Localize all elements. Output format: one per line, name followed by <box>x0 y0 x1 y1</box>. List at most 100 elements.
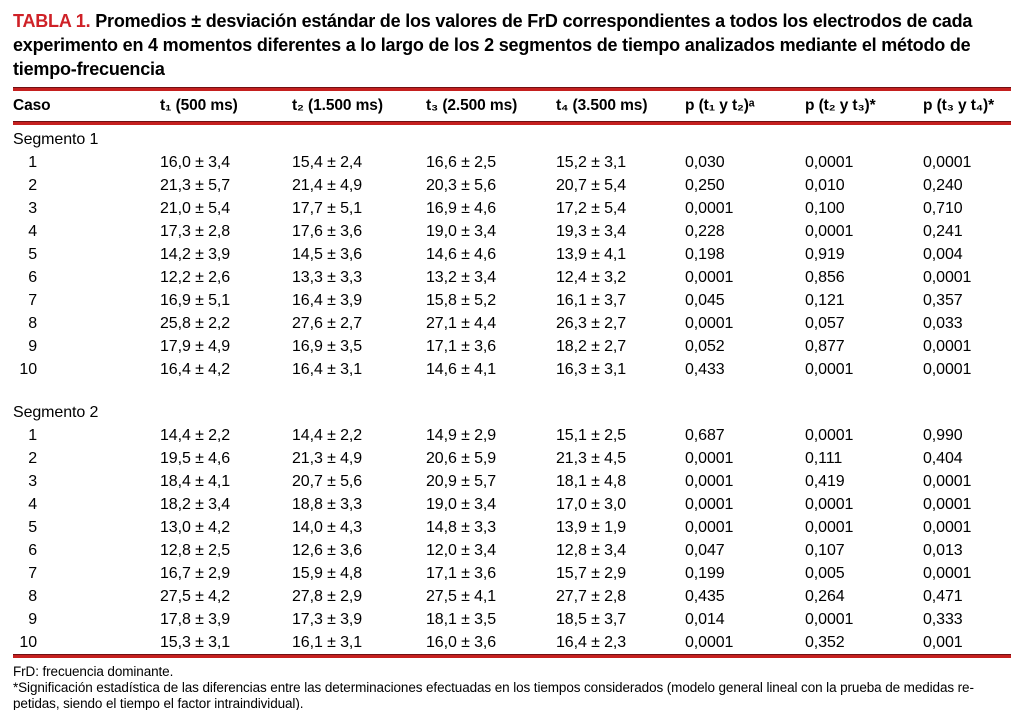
cell-p-t1-t2: 0,0001 <box>685 268 734 286</box>
col-header-p-t3-t4: p (t₃ y t₄)* <box>923 97 995 114</box>
cell-t3: 16,6 ± 2,5 <box>426 153 497 171</box>
cell-p-t3-t4: 0,333 <box>923 610 963 628</box>
cell-t1: 14,4 ± 2,2 <box>160 426 231 444</box>
cell-t1: 13,0 ± 4,2 <box>160 518 231 536</box>
cell-p-t3-t4: 0,033 <box>923 314 963 332</box>
col-header-t3: t₃ (2.500 ms) <box>426 97 518 114</box>
cell-t1: 18,2 ± 3,4 <box>160 495 231 513</box>
cell-t3: 19,0 ± 3,4 <box>426 495 497 513</box>
caso-number: 5 <box>28 245 37 263</box>
cell-t4: 15,1 ± 2,5 <box>556 426 627 444</box>
footnote-frd: FrD: frecuencia dominante. <box>13 664 174 679</box>
table-caption-label: TABLA 1. <box>13 11 91 31</box>
cell-p-t2-t3: 0,264 <box>805 587 845 605</box>
cell-t2: 16,4 ± 3,1 <box>292 360 363 378</box>
cell-p-t1-t2: 0,687 <box>685 426 725 444</box>
table-row: 2 21,3 ± 5,7 21,4 ± 4,9 20,3 ± 5,6 20,7 ± 5,… <box>13 174 1013 197</box>
table-caption-text: Promedios ± desviación estándar de los v… <box>13 11 973 79</box>
cell-p-t3-t4: 0,357 <box>923 291 963 309</box>
table-row: 4 18,2 ± 3,4 18,8 ± 3,3 19,0 ± 3,4 17,0 ± 3,… <box>13 493 1013 516</box>
cell-p-t2-t3: 0,0001 <box>805 222 854 240</box>
table-row: 1 14,4 ± 2,2 14,4 ± 2,2 14,9 ± 2,9 15,1 ± 2,… <box>13 424 1013 447</box>
caso-number: 3 <box>28 472 37 490</box>
cell-caso: 1 <box>13 424 160 447</box>
cell-p-t1-t2: 0,250 <box>685 176 725 194</box>
cell-p-t2-t3: 0,419 <box>805 472 845 490</box>
cell-t1: 17,3 ± 2,8 <box>160 222 231 240</box>
table-row: 7 16,9 ± 5,1 16,4 ± 3,9 15,8 ± 5,2 16,1 ± 3,… <box>13 289 1013 312</box>
cell-p-t2-t3: 0,0001 <box>805 610 854 628</box>
cell-p-t1-t2: 0,0001 <box>685 314 734 332</box>
cell-t1: 16,4 ± 4,2 <box>160 360 231 378</box>
caso-number: 10 <box>19 360 37 378</box>
caso-number: 1 <box>28 153 37 171</box>
cell-caso: 4 <box>13 220 160 243</box>
caso-number: 3 <box>28 199 37 217</box>
cell-t3: 16,0 ± 3,6 <box>426 633 497 651</box>
caso-number: 2 <box>28 449 37 467</box>
table-row: 8 25,8 ± 2,2 27,6 ± 2,7 27,1 ± 4,4 26,3 ± 2,… <box>13 312 1013 335</box>
cell-p-t3-t4: 0,710 <box>923 199 963 217</box>
cell-caso: 2 <box>13 174 160 197</box>
cell-caso: 2 <box>13 447 160 470</box>
cell-t4: 16,3 ± 3,1 <box>556 360 627 378</box>
footnote-asterisk-1: *Significación estadística de las difere… <box>13 680 974 695</box>
cell-t4: 17,2 ± 5,4 <box>556 199 627 217</box>
segment-header-row: Segmento 1 <box>13 125 1013 151</box>
cell-t2: 14,0 ± 4,3 <box>292 518 363 536</box>
cell-t3: 16,9 ± 4,6 <box>426 199 497 217</box>
cell-t4: 16,1 ± 3,7 <box>556 291 627 309</box>
caso-number: 8 <box>28 314 37 332</box>
cell-p-t3-t4: 0,0001 <box>923 495 972 513</box>
cell-p-t1-t2: 0,0001 <box>685 472 734 490</box>
table-row: 5 13,0 ± 4,2 14,0 ± 4,3 14,8 ± 3,3 13,9 ± 1,… <box>13 516 1013 539</box>
cell-caso: 7 <box>13 562 160 585</box>
cell-t3: 14,8 ± 3,3 <box>426 518 497 536</box>
footnotes: FrD: frecuencia dominante. *Significació… <box>13 664 1011 710</box>
cell-t2: 12,6 ± 3,6 <box>292 541 363 559</box>
cell-p-t3-t4: 0,0001 <box>923 472 972 490</box>
cell-p-t2-t3: 0,057 <box>805 314 845 332</box>
cell-caso: 9 <box>13 608 160 631</box>
cell-p-t1-t2: 0,0001 <box>685 495 734 513</box>
segment-label: Segmento 2 <box>13 403 99 421</box>
cell-t3: 13,2 ± 3,4 <box>426 268 497 286</box>
cell-t4: 19,3 ± 3,4 <box>556 222 627 240</box>
col-header-p-t1-t2: p (t₁ y t₂)ᵃ <box>685 97 755 114</box>
cell-t2: 17,3 ± 3,9 <box>292 610 363 628</box>
cell-caso: 10 <box>13 358 160 381</box>
table-caption: TABLA 1. Promedios ± desviación estándar… <box>13 9 1011 81</box>
cell-p-t2-t3: 0,0001 <box>805 426 854 444</box>
table-row: 4 17,3 ± 2,8 17,6 ± 3,6 19,0 ± 3,4 19,3 ± 3,… <box>13 220 1013 243</box>
cell-p-t1-t2: 0,0001 <box>685 199 734 217</box>
cell-p-t1-t2: 0,228 <box>685 222 725 240</box>
cell-p-t1-t2: 0,047 <box>685 541 725 559</box>
col-header-caso: Caso <box>13 97 51 114</box>
cell-p-t1-t2: 0,030 <box>685 153 725 171</box>
cell-p-t1-t2: 0,045 <box>685 291 725 309</box>
cell-t4: 13,9 ± 4,1 <box>556 245 627 263</box>
frd-table-body: Segmento 1 1 16,0 ± 3,4 15,4 ± 2,4 16,6 ± 2,… <box>13 125 1013 654</box>
cell-t3: 14,6 ± 4,1 <box>426 360 497 378</box>
cell-p-t3-t4: 0,0001 <box>923 337 972 355</box>
cell-t2: 27,6 ± 2,7 <box>292 314 363 332</box>
cell-t2: 20,7 ± 5,6 <box>292 472 363 490</box>
cell-t4: 21,3 ± 4,5 <box>556 449 627 467</box>
table-body: Segmento 1 1 16,0 ± 3,4 15,4 ± 2,4 16,6 ± 2,… <box>13 125 1013 654</box>
cell-t2: 17,6 ± 3,6 <box>292 222 363 240</box>
cell-p-t3-t4: 0,404 <box>923 449 963 467</box>
col-header-t1: t₁ (500 ms) <box>160 97 238 114</box>
cell-t3: 14,9 ± 2,9 <box>426 426 497 444</box>
table-row: 10 15,3 ± 3,1 16,1 ± 3,1 16,0 ± 3,6 16,4 ± 2… <box>13 631 1013 654</box>
cell-p-t2-t3: 0,005 <box>805 564 845 582</box>
cell-t1: 17,8 ± 3,9 <box>160 610 231 628</box>
cell-caso: 3 <box>13 197 160 220</box>
cell-caso: 7 <box>13 289 160 312</box>
cell-p-t1-t2: 0,199 <box>685 564 725 582</box>
caso-number: 6 <box>28 541 37 559</box>
footnote-asterisk-2: petidas, siendo el tiempo el factor intr… <box>13 696 304 710</box>
frd-table: Caso t₁ (500 ms) t₂ (1.500 ms) t₃ (2.500… <box>13 91 1013 121</box>
cell-t3: 18,1 ± 3,5 <box>426 610 497 628</box>
table-row: 8 27,5 ± 4,2 27,8 ± 2,9 27,5 ± 4,1 27,7 ± 2,… <box>13 585 1013 608</box>
